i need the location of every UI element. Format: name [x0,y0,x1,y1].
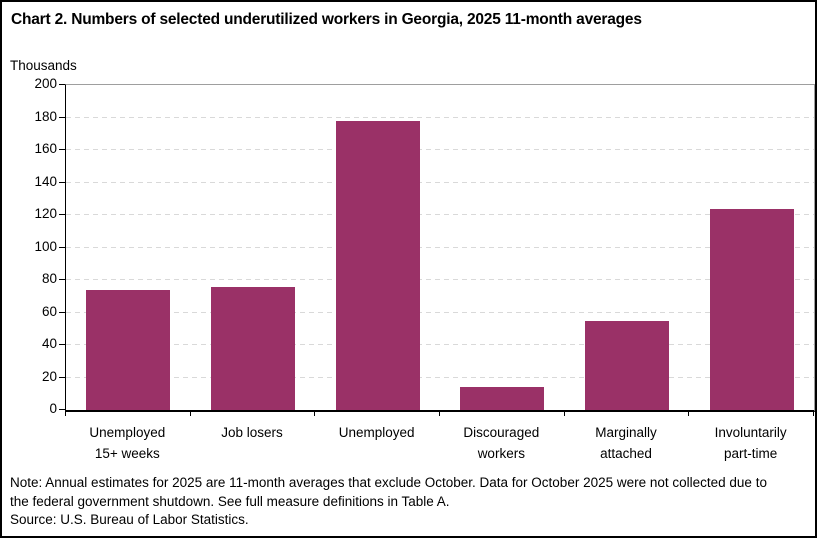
y-axis-unit-label: Thousands [10,58,77,73]
x-category-label-line: Involuntarily [714,425,787,440]
gridline [66,149,814,150]
y-tick-mark [59,149,65,150]
y-tick-mark [59,116,65,118]
y-tick-label: 0 [49,401,57,416]
gridline [66,214,814,215]
source-text: Source: U.S. Bureau of Labor Statistics. [10,512,249,527]
x-tick-mark [65,411,66,416]
x-category-label: Involuntarily part-time [683,422,815,464]
x-category-label: Unemployed [309,422,444,443]
y-tick-mark [59,279,65,280]
gridline [66,311,814,313]
plot-area [65,84,815,412]
y-tick-label: 40 [41,336,57,351]
x-tick-mark [439,411,440,416]
x-category-label: Job losers [185,422,320,443]
bar [86,289,171,410]
x-tick-mark [813,411,814,416]
x-category-label-line: attached [600,446,652,461]
x-tick-mark [314,411,316,416]
y-tick-label: 140 [34,173,57,189]
y-tick-label: 160 [34,141,57,156]
gridline [66,279,814,280]
y-tick-mark [59,311,65,313]
x-category-label-line: workers [477,446,525,461]
gridline [66,344,814,345]
y-tick-mark [59,181,65,183]
bar [709,208,794,410]
y-tick-mark [59,376,65,378]
gridline [66,246,814,248]
y-tick-mark [59,84,65,85]
x-category-label: Discouraged workers [434,422,569,464]
y-tick-label: 80 [41,271,57,286]
note-text: Note: Annual estimates for 2025 are 11-m… [10,475,767,509]
bar [460,387,545,410]
x-category-label: Unemployed 15+ weeks [60,422,195,464]
gridline [66,116,814,118]
bar [585,320,669,410]
x-category-label-line: 15+ weeks [94,446,160,461]
x-category-label-line: Unemployed [338,425,415,440]
y-tick-mark [59,246,65,248]
x-category-label: Marginally attached [559,422,694,464]
x-category-label-line: Unemployed [89,425,166,440]
x-category-label-line: Discouraged [463,425,540,440]
x-tick-mark [189,411,191,416]
y-tick-label: 20 [41,368,57,384]
x-category-label-line: Job losers [221,425,283,440]
gridline [66,376,814,378]
y-tick-label: 60 [41,303,57,319]
y-tick-label: 200 [34,76,57,91]
x-tick-mark [563,411,565,416]
y-tick-label: 100 [34,238,57,254]
y-tick-mark [59,409,65,410]
x-tick-mark [688,411,690,416]
y-tick-mark [59,344,65,345]
y-tick-label: 120 [34,206,57,221]
x-category-label-line: part-time [724,446,778,461]
bar [211,286,295,410]
gridline [66,181,814,183]
bar [335,120,420,410]
chart-title: Chart 2. Numbers of selected underutiliz… [11,11,642,28]
y-tick-mark [59,214,65,215]
y-tick-label: 180 [34,108,57,124]
x-category-label-line: Marginally [595,425,657,440]
